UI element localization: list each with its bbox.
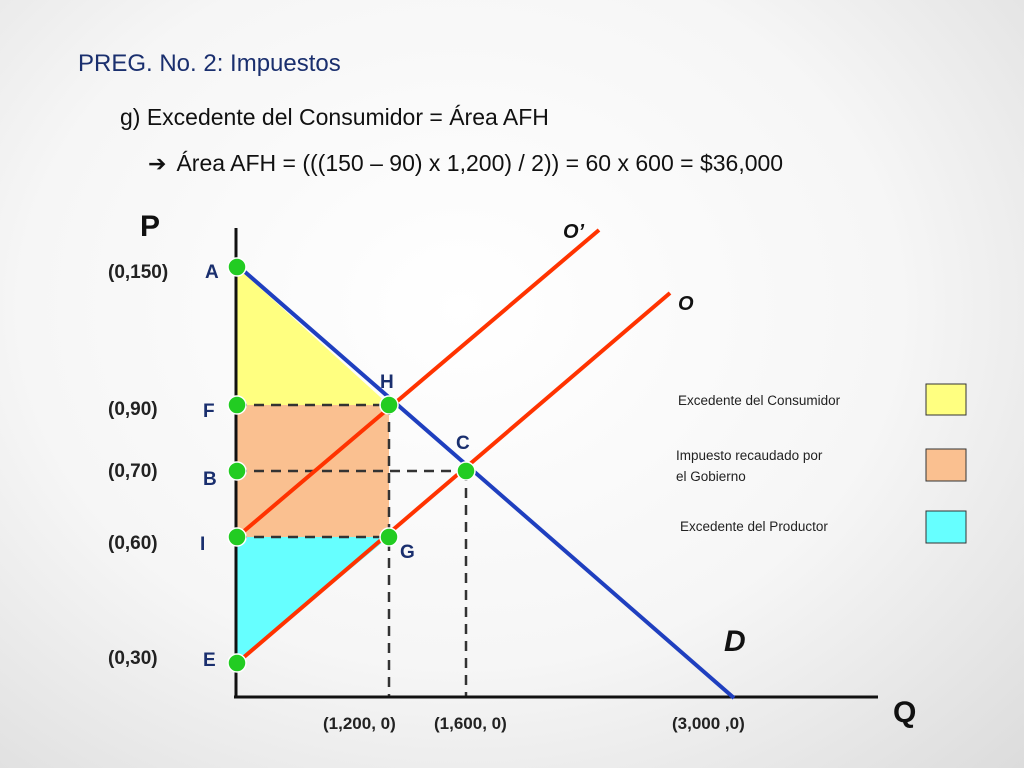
legend-swatch-tax: [925, 448, 967, 482]
formula-text: Área AFH = (((150 – 90) x 1,200) / 2)) =…: [176, 150, 784, 176]
demand-label: D: [724, 625, 746, 658]
coord-label-i: (0,60): [108, 533, 158, 554]
y-axis-label: P: [140, 210, 160, 243]
point-letter-b: B: [203, 469, 217, 490]
supply-tax-label: O’: [563, 221, 585, 243]
point-letter-f: F: [203, 401, 215, 422]
consumer-surplus-area: [237, 267, 389, 405]
point-c-marker: [456, 461, 476, 481]
supply-label: O: [678, 293, 694, 315]
formula-line: ➔ Área AFH = (((150 – 90) x 1,200) / 2)) …: [148, 150, 783, 177]
legend-swatch-consumer-surplus: [925, 383, 967, 416]
x-axis-label: Q: [893, 696, 916, 729]
point-letter-h: H: [380, 372, 394, 393]
arrow-right-icon: ➔: [148, 151, 167, 176]
coord-label-b: (0,70): [108, 461, 158, 482]
point-a-marker: [227, 257, 247, 277]
legend: Excedente del Consumidor Impuesto recaud…: [676, 383, 967, 544]
x-tick-1600: (1,600, 0): [434, 714, 507, 733]
legend-swatch-producer-surplus: [925, 510, 967, 544]
x-tick-3000: (3,000 ,0): [672, 714, 745, 733]
legend-label-tax-line1: Impuesto recaudado por: [676, 448, 823, 463]
point-letter-g: G: [400, 542, 415, 563]
point-b-marker: [227, 461, 247, 481]
legend-label-tax-line2: el Gobierno: [676, 469, 746, 484]
coord-label-a: (0,150): [108, 262, 168, 283]
point-letter-e: E: [203, 650, 216, 671]
point-letter-i: I: [200, 534, 205, 555]
point-h-marker: [379, 395, 399, 415]
slide-title: PREG. No. 2: Impuestos: [78, 50, 341, 77]
point-e-marker: [227, 653, 247, 673]
point-letter-a: A: [205, 262, 219, 283]
subtitle: g) Excedente del Consumidor = Área AFH: [120, 104, 549, 130]
x-tick-1200: (1,200, 0): [323, 714, 396, 733]
coord-label-f: (0,90): [108, 399, 158, 420]
point-letter-c: C: [456, 433, 470, 454]
point-g-marker: [379, 527, 399, 547]
demand-curve: [235, 263, 736, 700]
supply-tax-curve: [235, 228, 601, 539]
point-i-marker: [227, 527, 247, 547]
legend-label-producer-surplus: Excedente del Productor: [680, 519, 828, 534]
supply-curve: [235, 291, 672, 665]
legend-label-consumer-surplus: Excedente del Consumidor: [678, 393, 841, 408]
point-f-marker: [227, 395, 247, 415]
coord-label-e: (0,30): [108, 648, 158, 669]
